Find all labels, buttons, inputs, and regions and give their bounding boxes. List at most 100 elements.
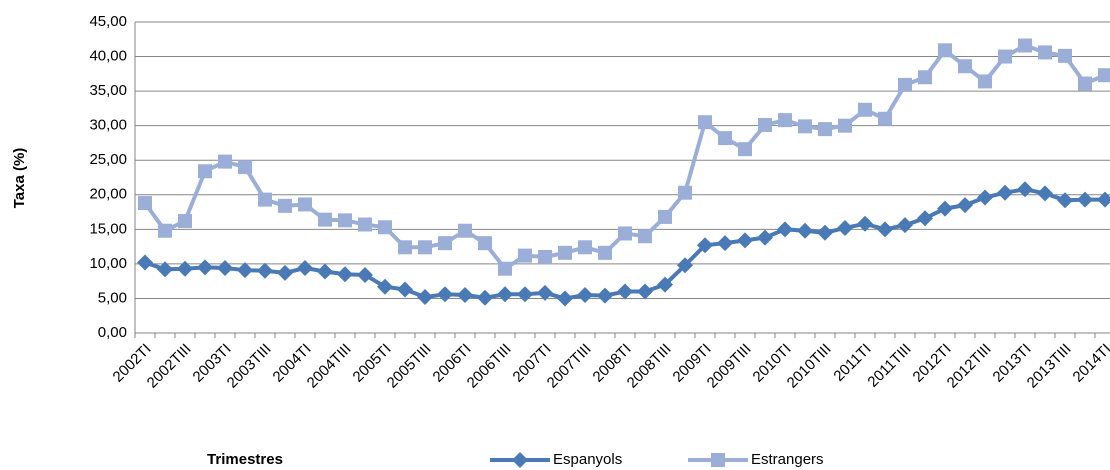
- data-point: [1018, 38, 1032, 53]
- data-point: [1057, 192, 1073, 209]
- data-point: [497, 286, 513, 303]
- data-point: [137, 254, 153, 271]
- data-point: [478, 236, 492, 251]
- data-point: [798, 119, 812, 134]
- x-tick-label: 2004TIII: [304, 341, 355, 392]
- data-point: [357, 266, 373, 283]
- data-point: [437, 286, 453, 303]
- data-point: [997, 184, 1013, 201]
- data-point: [338, 213, 352, 228]
- data-point: [457, 286, 473, 303]
- data-point: [797, 222, 813, 239]
- data-point: [158, 223, 172, 238]
- data-point: [297, 260, 313, 277]
- data-point: [857, 215, 873, 232]
- data-point: [957, 197, 973, 214]
- x-tick-label: 2011TIII: [864, 341, 914, 391]
- legend-label: Estrangers: [751, 451, 824, 468]
- data-point: [758, 117, 772, 132]
- data-point: [518, 248, 532, 263]
- x-tick-label: 2013TIII: [1024, 341, 1075, 392]
- data-point: [1037, 185, 1053, 202]
- data-point: [538, 249, 552, 264]
- y-tick-label: 35,00: [89, 82, 127, 99]
- data-point: [498, 261, 512, 276]
- data-point: [558, 245, 572, 260]
- y-tick-label: 25,00: [89, 151, 127, 168]
- x-tick-label: 2009TIII: [704, 341, 755, 392]
- data-point: [417, 289, 433, 306]
- data-point: [557, 290, 573, 307]
- data-point: [738, 142, 752, 157]
- data-point: [637, 283, 653, 300]
- data-point: [177, 260, 193, 277]
- data-point: [858, 102, 872, 117]
- data-point: [678, 185, 692, 200]
- x-tick-label: 2005TIII: [384, 341, 435, 392]
- data-point: [938, 43, 952, 58]
- y-tick-label: 30,00: [89, 117, 127, 134]
- data-point: [697, 237, 713, 254]
- data-point: [918, 70, 932, 85]
- data-point: [217, 260, 233, 277]
- data-point: [1077, 191, 1093, 208]
- data-point: [178, 214, 192, 229]
- data-point: [837, 219, 853, 236]
- data-point: [197, 259, 213, 276]
- data-point: [278, 198, 292, 213]
- y-tick-label: 40,00: [89, 48, 127, 65]
- x-tick-label: 2012TIII: [944, 341, 995, 392]
- data-point: [977, 189, 993, 206]
- data-point: [157, 261, 173, 278]
- data-point: [638, 229, 652, 244]
- data-point: [277, 264, 293, 281]
- data-point: [1038, 45, 1052, 60]
- data-point: [237, 262, 253, 279]
- data-point: [218, 154, 232, 169]
- data-point: [298, 197, 312, 212]
- data-point: [378, 220, 392, 235]
- data-point: [597, 287, 613, 304]
- data-point: [778, 113, 792, 128]
- data-point: [777, 221, 793, 238]
- data-point: [438, 236, 452, 251]
- data-point: [877, 221, 893, 238]
- data-point: [317, 263, 333, 280]
- data-point: [458, 223, 472, 238]
- legend-marker: [512, 452, 528, 468]
- data-point: [898, 77, 912, 92]
- data-point: [757, 229, 773, 246]
- data-point: [398, 240, 412, 255]
- legend-label: Espanyols: [553, 451, 622, 468]
- data-point: [258, 192, 272, 207]
- y-axis-title: Taxa (%): [11, 148, 28, 209]
- data-point: [577, 286, 593, 303]
- data-point: [337, 266, 353, 283]
- data-point: [937, 200, 953, 217]
- data-point: [257, 262, 273, 279]
- data-point: [1097, 191, 1110, 208]
- data-point: [198, 164, 212, 179]
- x-tick-label: 2003TIII: [224, 341, 275, 392]
- data-point: [878, 111, 892, 126]
- data-point: [677, 257, 693, 274]
- x-axis-title: Trimestres: [207, 451, 283, 468]
- data-point: [838, 118, 852, 133]
- data-point: [817, 224, 833, 241]
- legend-marker: [711, 453, 725, 467]
- data-point: [1078, 76, 1092, 91]
- data-point: [617, 283, 633, 300]
- y-tick-label: 15,00: [89, 220, 127, 237]
- data-point: [718, 131, 732, 146]
- data-point: [618, 226, 632, 241]
- y-tick-label: 20,00: [89, 186, 127, 203]
- data-point: [517, 286, 533, 303]
- data-point: [818, 122, 832, 137]
- y-tick-label: 10,00: [89, 255, 127, 272]
- data-point: [358, 217, 372, 232]
- data-point: [1098, 68, 1110, 83]
- x-tick-label: 2007TIII: [544, 341, 595, 392]
- y-tick-label: 0,00: [98, 324, 127, 341]
- data-point: [418, 240, 432, 255]
